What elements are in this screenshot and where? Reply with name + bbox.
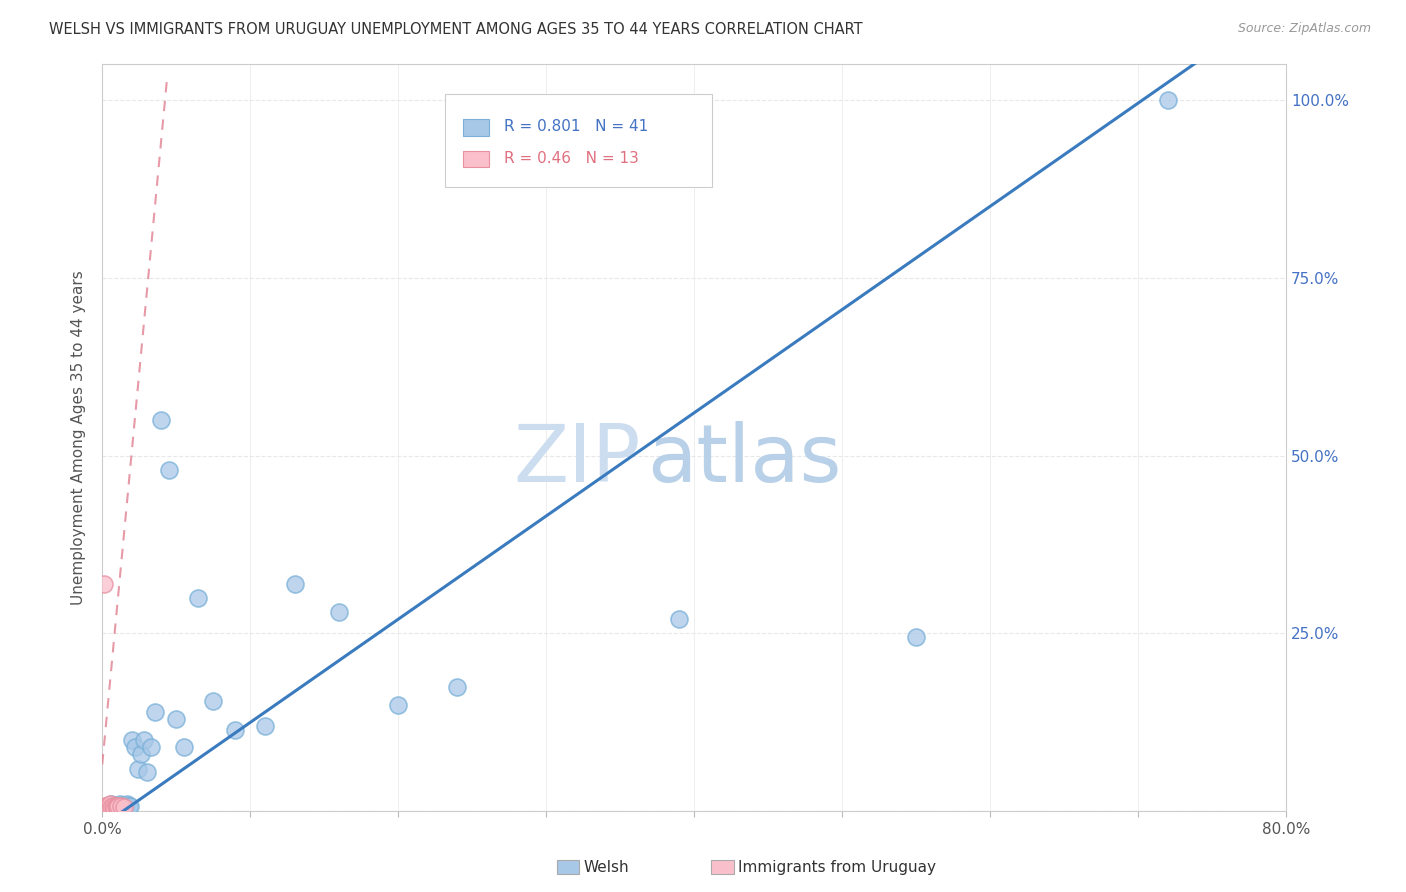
- Point: [101, 800, 124, 814]
- Point: [97, 799, 120, 814]
- Point: [253, 719, 276, 733]
- Point: [139, 740, 162, 755]
- Point: [124, 740, 146, 755]
- Point: [173, 740, 195, 755]
- Y-axis label: Unemployment Among Ages 35 to 44 years: Unemployment Among Ages 35 to 44 years: [72, 270, 86, 605]
- Point: [110, 798, 132, 813]
- Point: [668, 612, 690, 626]
- FancyBboxPatch shape: [463, 120, 489, 136]
- Point: [117, 797, 139, 812]
- Point: [103, 801, 125, 815]
- Point: [103, 798, 125, 813]
- Text: Welsh: Welsh: [583, 860, 628, 874]
- Point: [98, 797, 121, 812]
- Text: R = 0.801   N = 41: R = 0.801 N = 41: [503, 120, 648, 135]
- Point: [100, 797, 122, 812]
- Point: [107, 799, 129, 814]
- Point: [118, 798, 141, 813]
- Point: [121, 733, 143, 747]
- Point: [387, 698, 409, 712]
- Point: [187, 591, 209, 605]
- Point: [129, 747, 152, 762]
- Point: [202, 694, 225, 708]
- Point: [96, 798, 118, 813]
- Point: [94, 801, 117, 815]
- Text: WELSH VS IMMIGRANTS FROM URUGUAY UNEMPLOYMENT AMONG AGES 35 TO 44 YEARS CORRELAT: WELSH VS IMMIGRANTS FROM URUGUAY UNEMPLO…: [49, 22, 863, 37]
- Point: [112, 798, 135, 813]
- Point: [110, 799, 132, 814]
- FancyBboxPatch shape: [463, 151, 489, 167]
- Point: [94, 798, 117, 813]
- Point: [135, 765, 157, 780]
- Text: Immigrants from Uruguay: Immigrants from Uruguay: [738, 860, 936, 874]
- Point: [107, 798, 129, 813]
- Point: [111, 800, 134, 814]
- Point: [1156, 93, 1178, 107]
- FancyBboxPatch shape: [446, 94, 711, 187]
- Text: atlas: atlas: [647, 421, 841, 500]
- Point: [127, 762, 149, 776]
- Point: [105, 800, 128, 814]
- Point: [98, 799, 121, 814]
- Point: [284, 576, 307, 591]
- Text: Source: ZipAtlas.com: Source: ZipAtlas.com: [1237, 22, 1371, 36]
- Point: [150, 413, 173, 427]
- Point: [115, 798, 138, 813]
- Point: [96, 801, 118, 815]
- Point: [101, 798, 124, 813]
- Text: ZIP: ZIP: [513, 421, 641, 500]
- Point: [105, 798, 128, 813]
- Point: [93, 576, 115, 591]
- Point: [145, 705, 167, 719]
- Point: [905, 630, 928, 644]
- Point: [120, 799, 142, 814]
- Point: [112, 800, 135, 814]
- Point: [165, 712, 187, 726]
- Point: [104, 798, 127, 813]
- Point: [97, 801, 120, 815]
- Point: [108, 797, 131, 812]
- Point: [104, 801, 127, 815]
- Text: R = 0.46   N = 13: R = 0.46 N = 13: [503, 151, 638, 166]
- Point: [446, 680, 468, 694]
- Point: [224, 723, 246, 737]
- Point: [132, 733, 155, 747]
- Point: [328, 605, 350, 619]
- Point: [100, 800, 122, 814]
- Point: [157, 463, 180, 477]
